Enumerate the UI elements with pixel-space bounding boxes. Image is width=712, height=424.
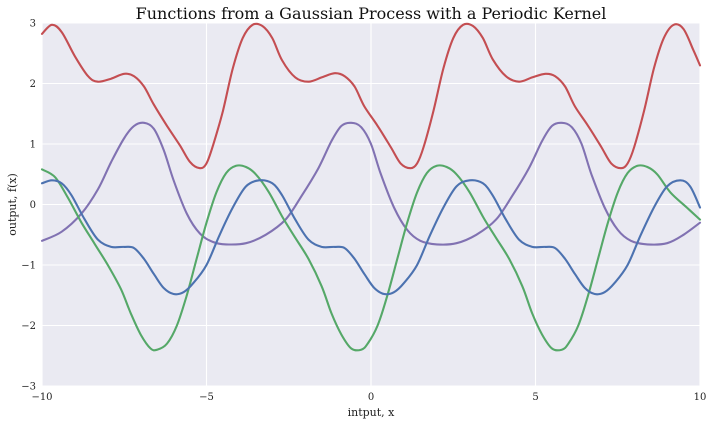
x-tick-label: 10 [694,392,707,403]
y-tick-label: 2 [30,79,36,90]
x-tick-label: 5 [532,392,538,403]
series-line-2 [40,121,702,246]
x-tick-label: −10 [31,392,52,403]
chart-title: Functions from a Gaussian Process with a… [136,4,607,23]
y-tick-label: 3 [30,19,36,30]
y-tick-label: −1 [21,261,36,272]
x-tick-labels: −10 −5 0 5 10 [31,392,706,403]
series-line-4 [40,179,702,296]
x-axis-label: intput, x [348,406,396,419]
x-tick-label: 0 [368,392,374,403]
series-line-1 [40,22,702,170]
y-tick-label: 0 [30,200,36,211]
y-axis-label: output, f(x) [6,173,19,236]
y-tick-labels: −3 −2 −1 0 1 2 3 [21,19,36,393]
series-layer [40,22,702,352]
y-tick-label: −3 [21,382,36,393]
series-line-3 [40,164,702,352]
y-tick-label: 1 [30,140,36,151]
x-tick-label: −5 [199,392,214,403]
y-tick-label: −2 [21,321,36,332]
